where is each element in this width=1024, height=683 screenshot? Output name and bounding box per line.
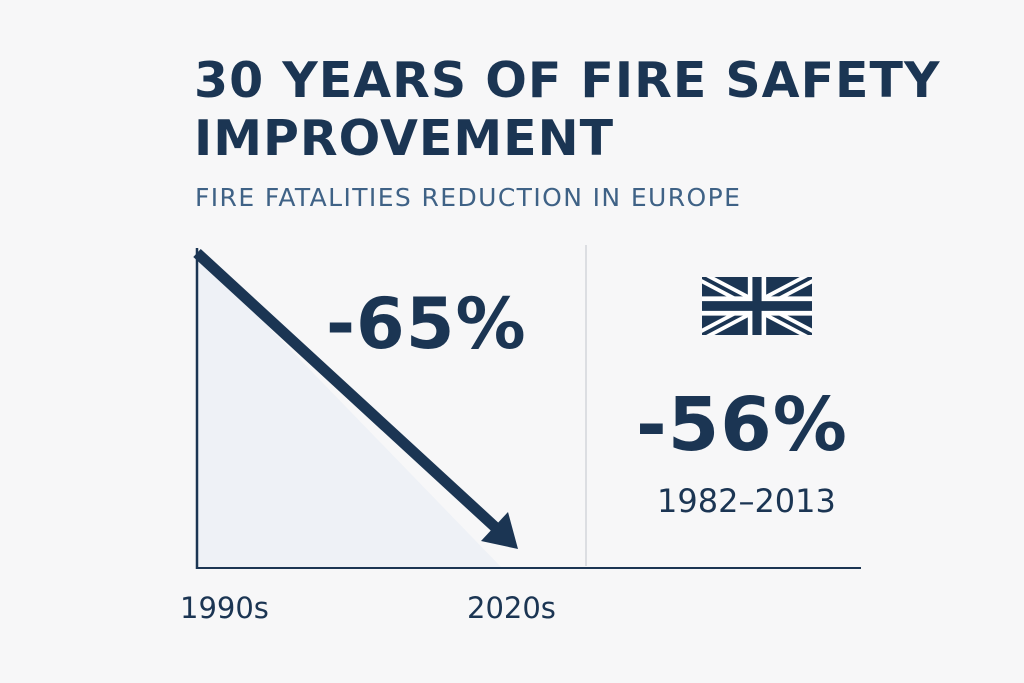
uk-period-label: 1982–2013 bbox=[657, 482, 836, 520]
europe-reduction-value: -65% bbox=[326, 283, 527, 365]
decline-arrow-shaft bbox=[193, 248, 499, 532]
infographic-title: 30 YEARS OF FIRE SAFETY IMPROVEMENT bbox=[194, 52, 941, 167]
union-jack-flag-icon bbox=[702, 277, 812, 335]
decline-arrow-head bbox=[481, 512, 518, 549]
decline-area bbox=[197, 253, 502, 568]
x-axis-start-label: 1990s bbox=[180, 591, 269, 625]
infographic-subtitle: FIRE FATALITIES REDUCTION IN EUROPE bbox=[195, 183, 742, 212]
x-axis-end-label: 2020s bbox=[467, 591, 556, 625]
uk-reduction-value: -56% bbox=[636, 382, 848, 468]
